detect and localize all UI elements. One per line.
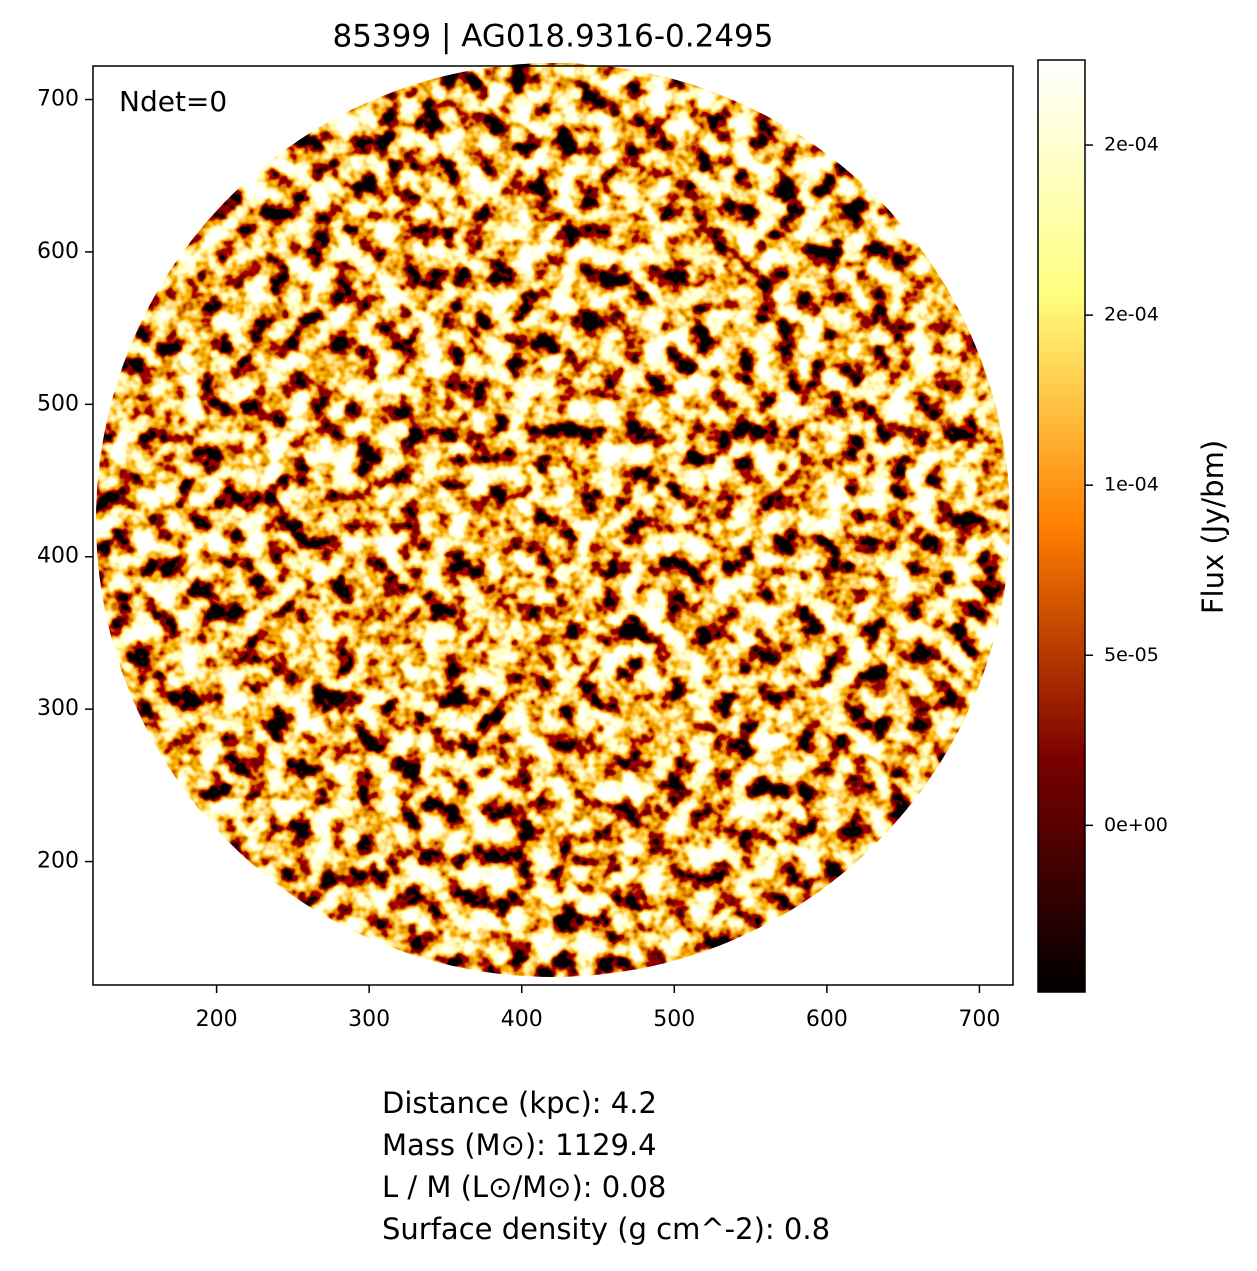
info-line: L / M (L⊙/M⊙): 0.08 (382, 1170, 666, 1204)
info-line: Surface density (g cm^-2): 0.8 (382, 1212, 830, 1246)
info: Distance (kpc): 4.2 Mass (M⊙): 1129.4 L / … (382, 1086, 830, 1246)
y-tick-label: 400 (37, 544, 79, 569)
x-tick-label: 700 (958, 1007, 1000, 1032)
x-tick-label: 300 (348, 1007, 390, 1032)
y-tick-label: 300 (37, 696, 79, 721)
y-tick-label: 600 (37, 239, 79, 264)
x-tick-label: 600 (806, 1007, 848, 1032)
colorbar-tick-label: 2e-04 (1104, 304, 1159, 326)
colorbar-tick-label: 5e-05 (1104, 644, 1159, 666)
x-tick-label: 200 (196, 1007, 238, 1032)
image (96, 63, 1010, 977)
colorbar-tick-label: 2e-04 (1104, 134, 1159, 156)
colorbar-tick-label: 1e-04 (1104, 474, 1159, 496)
axes-frame (92, 65, 1014, 986)
y-tick-label: 200 (37, 849, 79, 874)
info-line: Mass (M⊙): 1129.4 (382, 1128, 657, 1162)
colorbar-label: Flux (Jy/bm) (1196, 440, 1230, 614)
flux-map (96, 63, 1010, 977)
info-line: Distance (kpc): 4.2 (382, 1086, 657, 1120)
chart-title: 85399 | AG018.9316-0.2495 (332, 19, 773, 55)
colorbar-tick-label: 0e+00 (1104, 814, 1168, 836)
x-tick-label: 500 (653, 1007, 695, 1032)
x-tick-label: 400 (501, 1007, 543, 1032)
colorbar (1037, 59, 1086, 993)
y-tick-label: 700 (37, 87, 79, 112)
y-tick-label: 500 (37, 391, 79, 416)
annotation: Ndet=0 (119, 85, 227, 118)
